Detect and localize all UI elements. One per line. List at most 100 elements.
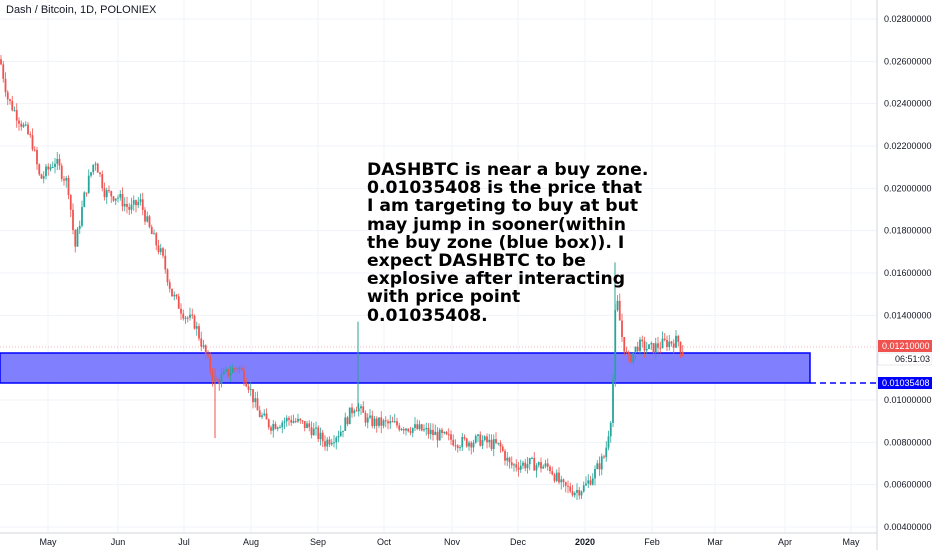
candle-body: [652, 343, 655, 353]
candle-body: [382, 420, 385, 426]
time-tick-label: Nov: [444, 537, 461, 547]
price-axis[interactable]: 0.02800000 0.02600000 0.02400000 0.02200000…: [884, 14, 932, 532]
candle-body: [380, 417, 383, 426]
candle-body: [299, 418, 302, 421]
candle-body: [67, 177, 70, 195]
candle-body: [459, 447, 461, 449]
candle-body: [85, 192, 88, 194]
candle-body: [416, 424, 419, 430]
time-tick-label: Jun: [111, 537, 126, 547]
candle-body: [456, 445, 459, 448]
candle-body: [479, 434, 482, 446]
candle-body: [589, 480, 592, 485]
candle-body: [312, 428, 315, 436]
candle-body: [429, 429, 432, 435]
candle-body: [58, 158, 61, 166]
candle-body: [47, 166, 50, 170]
candle-body: [571, 491, 574, 496]
candle-body: [101, 174, 104, 189]
candle-body: [405, 428, 407, 431]
candle-body: [222, 371, 225, 375]
candle-body: [607, 436, 610, 448]
candle-body: [326, 439, 329, 447]
candle-body: [306, 423, 308, 429]
candle-body: [99, 172, 101, 175]
candle-body: [609, 422, 612, 437]
candle-body: [526, 464, 529, 469]
candle-body: [4, 78, 7, 93]
candle-body: [418, 424, 421, 430]
candle-body: [202, 345, 205, 347]
time-tick-label: Oct: [377, 537, 392, 547]
candle-body: [234, 368, 236, 370]
candle-body: [65, 177, 68, 181]
candle-body: [74, 230, 77, 247]
price-tick-label: 0.02600000: [884, 56, 932, 66]
candle-body: [333, 442, 335, 444]
candle-body: [182, 313, 185, 319]
candle-body: [294, 421, 297, 423]
candle-body: [236, 368, 239, 370]
candle-body: [81, 207, 83, 226]
candle-body: [123, 203, 126, 207]
candle-body: [272, 423, 275, 431]
candle-body: [513, 464, 515, 466]
candle-body: [189, 314, 191, 318]
candle-body: [166, 269, 169, 283]
time-axis[interactable]: May Jun Jul Aug Sep Oct Nov Dec 2020 Feb Mar Apr May: [39, 537, 860, 547]
candle-body: [490, 439, 493, 449]
candle-body: [580, 491, 583, 496]
candle-body: [204, 345, 207, 355]
price-tick-label: 0.00600000: [884, 480, 932, 490]
buy-zone-box[interactable]: [0, 352, 811, 384]
candle-body: [254, 398, 257, 403]
candle-body: [560, 479, 563, 483]
candle-body: [184, 317, 187, 319]
candle-body: [378, 417, 380, 426]
candle-body: [105, 190, 108, 198]
candle-body: [121, 194, 124, 207]
annotation-text[interactable]: DASHBTC is near a buy zone. 0.01035408 i…: [367, 160, 649, 326]
candle-body: [432, 429, 434, 436]
time-tick-label: 2020: [575, 537, 595, 547]
candle-body: [562, 479, 565, 482]
candle-body: [632, 352, 635, 363]
candle-body: [393, 421, 396, 423]
time-tick-label: Feb: [644, 537, 660, 547]
candle-body: [11, 100, 14, 111]
candle-body: [117, 197, 119, 199]
candle-body: [0, 59, 2, 65]
candle-body: [612, 380, 614, 423]
candle-body: [69, 194, 72, 210]
candle-body: [150, 226, 153, 235]
candle-body: [454, 445, 457, 447]
candle-body: [63, 178, 65, 181]
chart-title: Dash / Bitcoin, 1D, POLONIEX: [6, 4, 157, 16]
candle-body: [270, 427, 272, 431]
chart-grid: [0, 0, 877, 533]
candle-body: [137, 201, 140, 206]
price-tick-label: 0.01000000: [884, 395, 932, 405]
candle-body: [375, 418, 378, 426]
candle-body: [384, 420, 387, 422]
candle-body: [308, 423, 311, 428]
candle-body: [663, 338, 666, 340]
candle-body: [31, 135, 34, 150]
candle-body: [670, 341, 673, 344]
candle-body: [153, 233, 155, 235]
candle-body: [364, 412, 367, 423]
candle-body: [677, 335, 680, 342]
candle-body: [681, 351, 684, 356]
candle-body: [220, 374, 223, 385]
candle-body: [517, 467, 520, 470]
candle-body: [573, 492, 576, 496]
candle-body: [130, 204, 133, 210]
candle-body: [54, 163, 56, 168]
candle-body: [519, 465, 522, 470]
candle-body: [445, 432, 448, 435]
candle-body: [155, 233, 158, 246]
candle-body: [281, 422, 284, 428]
candle-body: [668, 341, 671, 348]
candle-body: [436, 431, 439, 441]
